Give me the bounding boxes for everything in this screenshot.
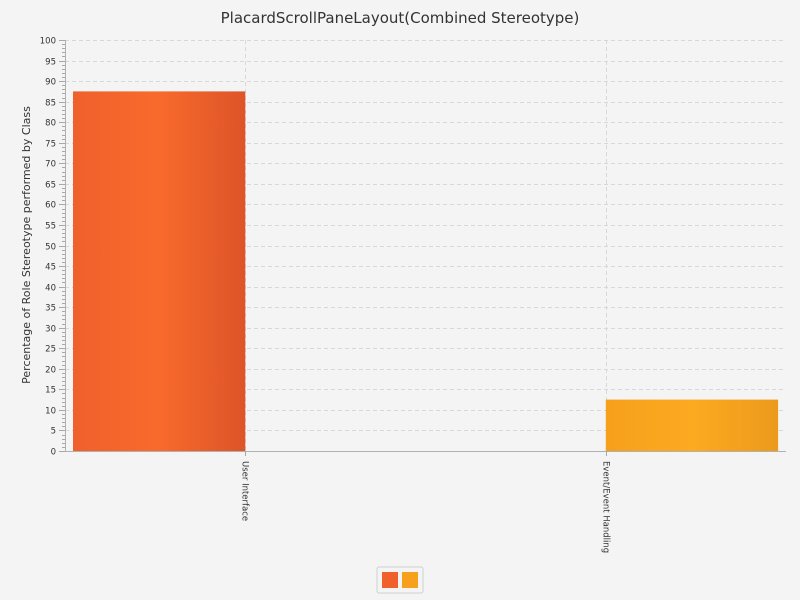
- legend-swatch: [402, 572, 418, 588]
- y-tick-label: 90: [45, 78, 56, 88]
- y-tick-label: 75: [45, 140, 56, 150]
- y-tick-label: 20: [45, 366, 56, 376]
- y-tick-label: 25: [45, 345, 56, 355]
- y-tick-label: 70: [45, 160, 56, 170]
- axes: 0 5 10 15 20 25 30 35 40 45 50 55 60 65 70 75 80 85 90 95 10…: [40, 37, 786, 553]
- y-tick-label: 30: [45, 325, 56, 335]
- y-tick-label: 35: [45, 304, 56, 314]
- bar: [73, 91, 246, 452]
- bars: [73, 91, 779, 452]
- y-tick-label: 60: [45, 201, 56, 211]
- y-axis-label: Percentage of Role Stereotype performed …: [20, 106, 33, 384]
- y-tick-label: 0: [51, 448, 56, 458]
- x-category-label: User Interface: [240, 461, 250, 521]
- y-tick-label: 85: [45, 99, 56, 109]
- y-tick-label: 40: [45, 284, 56, 294]
- y-tick-label: 5: [51, 427, 56, 437]
- chart-title: PlacardScrollPaneLayout(Combined Stereot…: [221, 9, 580, 27]
- x-category-label: Event/Event Handling: [601, 461, 611, 553]
- y-tick-label: 10: [45, 407, 56, 417]
- y-tick-label: 80: [45, 119, 56, 129]
- y-tick-label: 95: [45, 58, 56, 68]
- y-tick-label: 65: [45, 181, 56, 191]
- y-tick-label: 45: [45, 263, 56, 273]
- y-tick-label: 15: [45, 386, 56, 396]
- y-tick-label: 50: [45, 243, 56, 253]
- legend-swatch: [382, 572, 398, 588]
- y-tick-label: 55: [45, 222, 56, 232]
- y-tick-label: 100: [40, 37, 56, 47]
- bar: [605, 399, 779, 451]
- legend: [376, 566, 424, 594]
